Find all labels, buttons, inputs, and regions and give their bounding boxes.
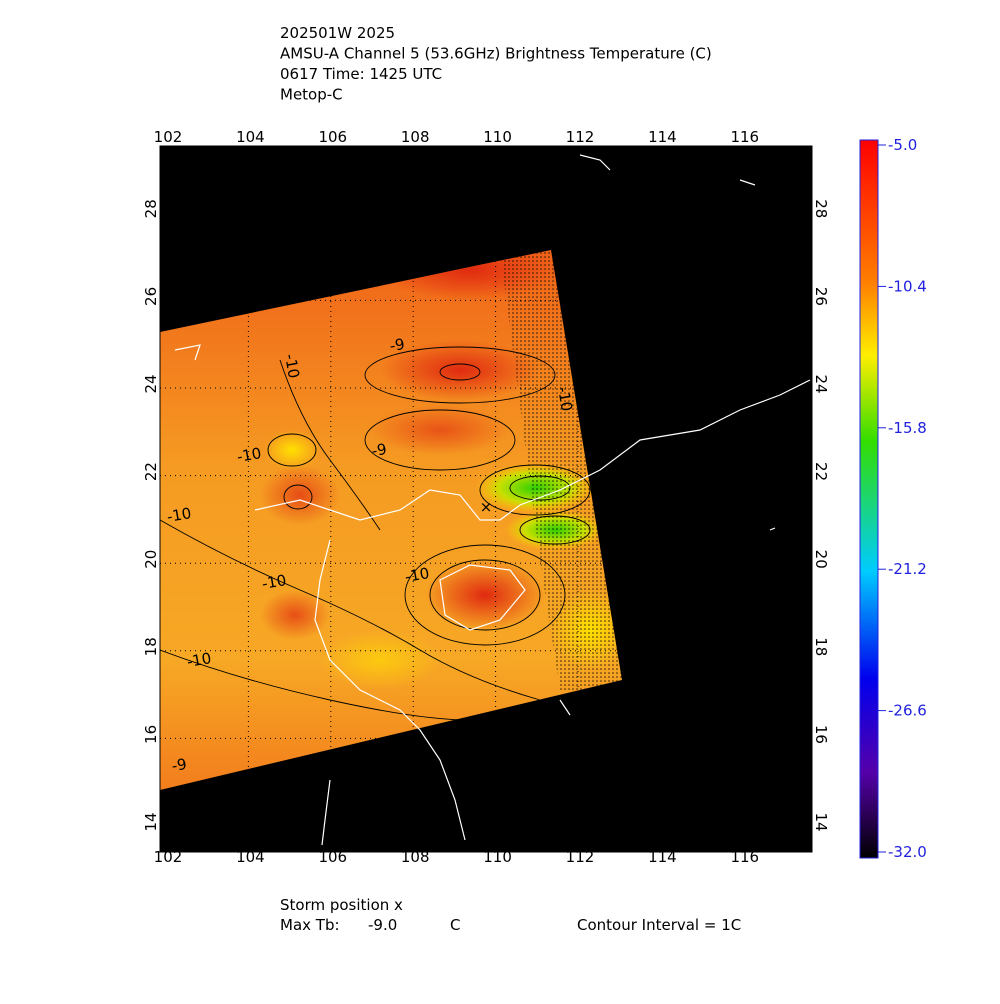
lat-label-left: 20 — [142, 550, 160, 569]
lon-label-top: 106 — [318, 128, 347, 146]
lat-label-left: 26 — [142, 287, 160, 306]
contour-label: -9 — [370, 440, 388, 460]
lat-label-left: 28 — [142, 199, 160, 218]
contour-label: -10 — [186, 649, 213, 671]
header-line: 0617 Time: 1425 UTC — [280, 65, 442, 83]
contour-label: -10 — [281, 353, 303, 380]
lon-label-top: 116 — [730, 128, 759, 146]
lat-label-left: 14 — [142, 812, 160, 831]
lat-label-left: 22 — [142, 462, 160, 481]
lon-label-bottom: 110 — [483, 848, 512, 866]
contour-interval: Contour Interval = 1C — [577, 916, 741, 934]
max-tb-unit: C — [450, 916, 460, 934]
contour-label: -10 — [404, 564, 431, 586]
lon-label-bottom: 114 — [648, 848, 677, 866]
contour-label: -10 — [554, 386, 576, 413]
grid — [160, 146, 812, 852]
storm-marker: × — [480, 498, 493, 516]
colorbar-label: -10.4 — [888, 277, 927, 295]
coastline — [174, 154, 811, 846]
contour-label: -9 — [388, 335, 406, 355]
storm-position: Storm position x — [280, 896, 403, 914]
header-line: 202501W 2025 — [280, 24, 395, 42]
max-tb-value: -9.0 — [368, 916, 397, 934]
lon-label-top: 102 — [154, 128, 183, 146]
lon-label-top: 114 — [648, 128, 677, 146]
colorbar-label: -15.8 — [888, 419, 927, 437]
colorbar-label: -26.6 — [888, 702, 927, 720]
contour-label: -10 — [236, 444, 263, 466]
max-tb-label: Max Tb: — [280, 916, 340, 934]
colorbar-label: -5.0 — [888, 136, 917, 154]
header-line: Metop-C — [280, 86, 343, 104]
lat-label-left: 16 — [142, 725, 160, 744]
lon-label-top: 104 — [236, 128, 265, 146]
contour-label: -9 — [170, 755, 188, 775]
lat-label-right: 24 — [812, 374, 830, 393]
lon-label-top: 108 — [401, 128, 430, 146]
colorbar: -5.0 -10.4 -15.8 -21.2 -26.6 -32.0 — [859, 136, 927, 861]
lat-label-left: 24 — [142, 374, 160, 393]
lon-label-bottom: 106 — [318, 848, 347, 866]
lon-label-bottom: 112 — [566, 848, 595, 866]
swath — [160, 250, 622, 790]
header-line: AMSU-A Channel 5 (53.6GHz) Brightness Te… — [280, 45, 712, 63]
lat-label-right: 28 — [812, 199, 830, 218]
colorbar-label: -32.0 — [888, 843, 927, 861]
lat-label-right: 16 — [812, 725, 830, 744]
colorbar-label: -21.2 — [888, 560, 927, 578]
contour-label: -10 — [166, 504, 193, 526]
lon-label-bottom: 104 — [236, 848, 265, 866]
lat-label-right: 14 — [812, 812, 830, 831]
lon-label-bottom: 108 — [401, 848, 430, 866]
lon-label-top: 112 — [566, 128, 595, 146]
lat-label-right: 22 — [812, 462, 830, 481]
lon-label-bottom: 102 — [154, 848, 183, 866]
lat-label-right: 18 — [812, 637, 830, 656]
lon-label-bottom: 116 — [730, 848, 759, 866]
map-frame — [159, 145, 813, 853]
lat-label-right: 26 — [812, 287, 830, 306]
lon-label-top: 110 — [483, 128, 512, 146]
lat-label-left: 18 — [142, 637, 160, 656]
lat-label-right: 20 — [812, 550, 830, 569]
contour-label: -10 — [261, 571, 288, 593]
